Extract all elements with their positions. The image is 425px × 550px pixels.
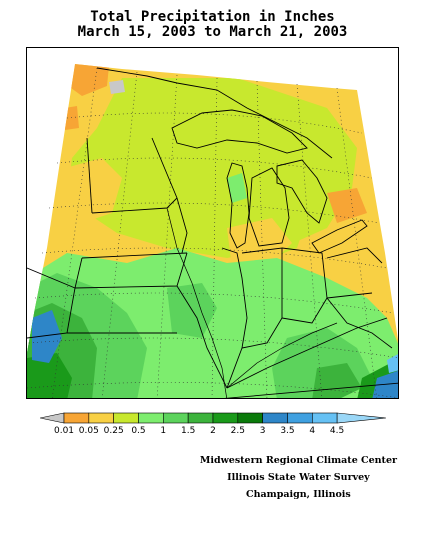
credit-line-3: Champaign, Illinois [246,489,351,500]
precipitation-field [27,64,398,398]
precip-orange-nw [71,64,109,96]
legend-swatch-6 [212,412,239,424]
precip-gray [109,80,125,94]
precip-green2-se [312,363,362,398]
legend-labels: 0.01 0.05 0.25 0.5 1 1.5 2 2.5 3 3.5 4 4… [40,426,386,438]
legend-swatch-4 [163,412,189,424]
title-line-1: Total Precipitation in Inches [90,9,335,25]
legend-label: 0.5 [131,426,146,436]
legend-label: 1 [160,426,167,436]
legend-color-bar [40,412,386,424]
legend-swatch-2 [113,412,139,424]
precip-lightblue-se [387,353,398,373]
legend-swatch-7 [237,412,263,424]
precip-yellow-west [57,158,122,223]
legend-label: 4 [309,426,316,436]
precipitation-map [26,47,399,399]
legend-swatch-8 [262,412,288,424]
precip-blue-sw [32,310,62,363]
credit-line-2: Illinois State Water Survey [227,472,370,483]
legend-label: 3 [259,426,266,436]
legend-label: 0.01 [53,426,75,436]
precip-green3-sw [27,353,72,398]
boundaries [27,67,398,398]
legend-label: 2.5 [230,426,245,436]
legend-swatch-3 [138,412,164,424]
legend-label: 1.5 [181,426,196,436]
legend-label: 0.05 [78,426,99,436]
precip-orange-w [65,106,79,130]
precip-blue-se [372,370,398,398]
legend-swatch-9 [287,412,313,424]
graticule [27,67,398,398]
precip-orange-e [327,188,367,223]
legend-label: 4.5 [329,426,345,436]
lake-michigan [226,162,250,249]
legend-label: 3.5 [280,426,295,436]
legend-label: 0.25 [103,426,124,436]
legend-arrow-left [40,412,65,424]
credits: Midwestern Regional Climate Center Illin… [200,452,397,503]
credit-line-1: Midwestern Regional Climate Center [199,455,397,466]
legend-swatch-5 [187,412,214,424]
precip-lightgreen-mi [227,173,247,203]
legend-label: 2 [210,426,216,436]
legend-swatch-1 [88,412,114,424]
lake-huron [276,159,328,224]
legend-arrow-right [336,412,386,424]
map-title: Total Precipitation in Inches March 15, … [0,10,425,40]
precip-yellow-mid [227,218,292,268]
title-line-2: March 15, 2003 to March 21, 2003 [77,24,348,40]
lake-superior [171,109,308,154]
precip-yellow-east [322,218,382,298]
map-svg [27,48,398,398]
legend-swatch-0 [63,412,90,424]
legend-swatch-10 [311,412,338,424]
